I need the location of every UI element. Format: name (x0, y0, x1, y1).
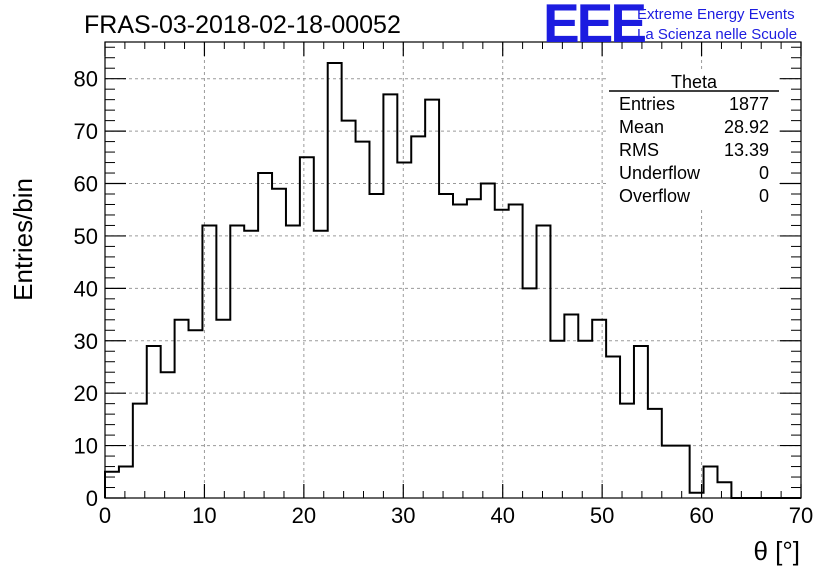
x-tick-label: 10 (192, 503, 216, 528)
eee-logo: EEE Extreme Energy Events La Scienza nel… (543, 0, 797, 54)
stats-box-background (609, 72, 779, 210)
plot-frame (104, 41, 802, 499)
stats-box-title: Theta (671, 72, 718, 92)
stats-row-label: Mean (619, 117, 664, 137)
y-tick-label: 0 (86, 486, 98, 511)
y-axis-title: Entries/bin (8, 178, 38, 301)
stats-row-value: 0 (759, 186, 769, 206)
logo-line-1: Extreme Energy Events (637, 6, 795, 23)
stats-row-label: Entries (619, 94, 675, 114)
stats-row-label: Underflow (619, 163, 701, 183)
y-tick-label: 60 (74, 172, 98, 197)
y-tick-label: 30 (74, 329, 98, 354)
x-tick-labels: 0 10 20 30 40 50 60 70 (99, 503, 813, 528)
y-tick-label: 40 (74, 276, 98, 301)
logo-line-2: La Scienza nelle Scuole (637, 26, 797, 43)
x-axis-title: θ [°] (753, 536, 800, 566)
stats-row-label: RMS (619, 140, 659, 160)
x-tick-label: 0 (99, 503, 111, 528)
y-tick-label: 80 (74, 67, 98, 92)
grid-lines (105, 42, 801, 498)
stats-row-value: 0 (759, 163, 769, 183)
logo-mark: EEE (543, 0, 645, 54)
y-tick-label: 10 (74, 434, 98, 459)
x-tick-label: 20 (292, 503, 316, 528)
stats-row-label: Overflow (619, 186, 691, 206)
stats-rows: Entries 1877 Mean 28.92 RMS 13.39 Underflow 0 Ov… (619, 94, 769, 206)
histogram-series (104, 61, 801, 499)
stats-row-value: 1877 (729, 94, 769, 114)
axis-ticks (104, 42, 802, 499)
x-tick-label: 40 (490, 503, 514, 528)
y-tick-labels: 0 10 20 30 40 50 60 70 80 (74, 67, 98, 511)
stats-row-value: 13.39 (724, 140, 769, 160)
y-tick-label: 20 (74, 381, 98, 406)
x-tick-label: 70 (789, 503, 813, 528)
y-tick-label: 50 (74, 224, 98, 249)
page-title: FRAS-03-2018-02-18-00052 (84, 11, 401, 39)
stats-box: Theta Entries 1877 Mean 28.92 RMS 13.39 Underf… (609, 72, 779, 210)
y-tick-label: 70 (74, 119, 98, 144)
x-tick-label: 60 (689, 503, 713, 528)
x-tick-label: 30 (391, 503, 415, 528)
x-tick-label: 50 (590, 503, 614, 528)
stats-row-value: 28.92 (724, 117, 769, 137)
